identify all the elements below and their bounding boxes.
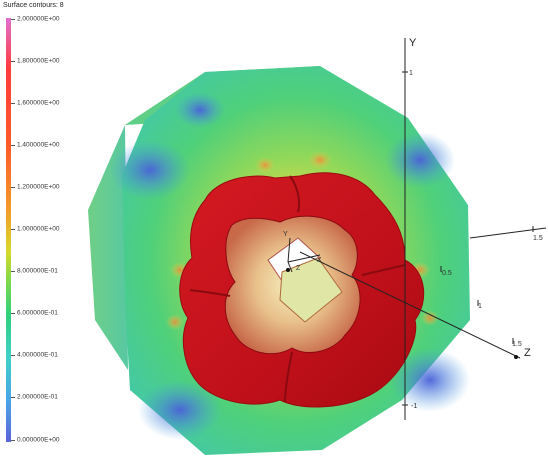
legend-label-6: 8.000000E-01	[17, 267, 58, 275]
red-shell-seam-bottom	[284, 351, 293, 403]
legend-title: Surface contours: 8	[3, 2, 64, 9]
z-tick-1: 1	[478, 303, 482, 310]
inner-y-label: Y	[283, 231, 288, 238]
y-tick-neg1: -1	[411, 403, 417, 410]
legend-tick-8	[11, 355, 15, 356]
legend-tick-7	[11, 313, 15, 314]
legend-tick-2	[11, 103, 15, 104]
legend-label-9: 2.000000E-01	[17, 393, 58, 401]
z-tick-05: 0.5	[442, 270, 452, 277]
legend-label-2: 1.600000E+00	[17, 99, 60, 107]
x-tick-15: 1.5	[533, 235, 543, 242]
legend-tick-3	[11, 145, 15, 146]
z-axis-line	[299, 251, 521, 359]
legend-tick-4	[11, 187, 15, 188]
red-shell-seam-top	[289, 175, 300, 213]
legend-label-3: 1.400000E+00	[17, 141, 60, 149]
red-shell-seam-right	[361, 264, 406, 276]
legend-tick-5	[11, 229, 15, 230]
legend-label-1: 1.800000E+00	[17, 57, 60, 65]
legend-label-4: 1.200000E+00	[17, 183, 60, 191]
legend-tick-9	[11, 397, 15, 398]
legend-label-10: 0.000000E+00	[17, 436, 60, 444]
z-tick-15: 1.5	[512, 341, 522, 348]
color-scale-bar	[6, 18, 11, 442]
legend-tick-0	[11, 19, 15, 20]
legend-label-7: 6.000000E-01	[17, 309, 58, 317]
legend-tick-6	[11, 271, 15, 272]
inner-z-label: Z	[296, 265, 301, 272]
origin-point	[286, 268, 290, 272]
y-tick-1: 1	[409, 70, 413, 77]
red-shell-seam-left	[189, 289, 231, 297]
z-axis-letter: Z	[524, 347, 531, 359]
inner-x-label: X	[317, 257, 322, 264]
legend-label-8: 4.000000E-01	[17, 351, 58, 359]
inner-center-block	[279, 257, 343, 323]
legend-label-5: 1.000000E+00	[17, 225, 60, 233]
global-axes: Y 1 -1 Z 0.5 1 1.5 1.5	[299, 37, 547, 420]
y-axis-letter: Y	[409, 37, 417, 49]
inner-axes-triad: Y Z X	[283, 231, 322, 273]
red-solid-shell	[179, 172, 425, 408]
legend-tick-10	[11, 440, 15, 441]
legend-label-0: 2.000000E+00	[17, 15, 60, 23]
legend-tick-1	[11, 61, 15, 62]
